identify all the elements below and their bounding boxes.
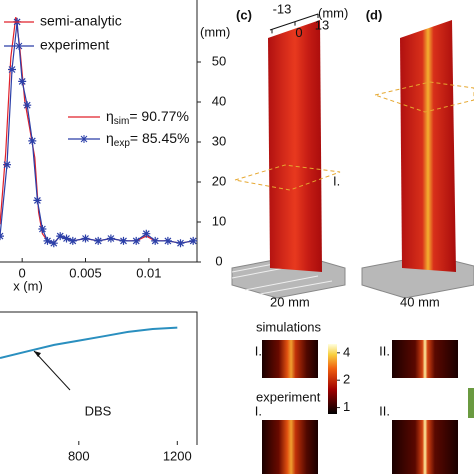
marker (62, 234, 71, 243)
legend-marker (80, 135, 88, 143)
arrow (33, 350, 71, 391)
legend-marker (15, 42, 23, 50)
symbol: η (106, 108, 114, 124)
x-tick-label: 0.005 (69, 265, 102, 280)
arrow-head (34, 351, 41, 357)
row-label: II. (379, 343, 390, 358)
unit-label: (mm) (200, 24, 230, 39)
marker (28, 136, 37, 145)
panel-label: (d) (366, 7, 383, 22)
y-tick-label: 40 (212, 93, 226, 108)
x-tick-label: 800 (68, 448, 90, 463)
heatmap (262, 340, 318, 378)
x-tick-label: 1200 (163, 448, 192, 463)
x-tick-label: 0.01 (136, 265, 161, 280)
marker (23, 101, 32, 110)
marker (119, 236, 128, 245)
y-tick-label: 20 (212, 173, 226, 188)
colorbar-tick-label: 4 (343, 344, 350, 359)
caption: 20 mm (270, 294, 310, 309)
section-title: experiment (256, 389, 321, 404)
marker (151, 236, 160, 245)
x-axis-label: x (m) (13, 278, 43, 293)
width-tick-label: -13 (273, 1, 292, 16)
marker (132, 236, 141, 245)
colorbar (328, 344, 337, 414)
marker (56, 232, 65, 241)
plot-frame (0, 311, 198, 445)
width-tick-label: 0 (295, 25, 302, 40)
marker (94, 236, 103, 245)
marker (38, 225, 47, 233)
legend-label: semi-analytic (40, 13, 122, 29)
base-ridges (231, 258, 333, 295)
heatmap (262, 420, 318, 474)
value: = 90.77% (129, 108, 189, 124)
subscript: exp (114, 138, 131, 149)
y-tick-label: 30 (212, 133, 226, 148)
colorbar-tick-label: 1 (343, 399, 350, 414)
value: = 85.45% (130, 130, 190, 146)
legend-label: experiment (40, 37, 109, 53)
marker (176, 239, 185, 248)
section-title: simulations (256, 319, 322, 334)
caption: 40 mm (400, 294, 440, 309)
unit-label: (mm) (318, 5, 348, 20)
marker (81, 234, 90, 243)
marker (0, 232, 4, 241)
panel-label: (c) (236, 7, 252, 22)
row-label: I. (255, 403, 262, 418)
colorbar-tick-label: 2 (343, 372, 350, 387)
marker (3, 160, 11, 169)
slice-box (234, 164, 341, 191)
marker (163, 236, 172, 245)
marker (189, 236, 198, 245)
heatmap (392, 340, 458, 378)
field-slice (268, 20, 322, 272)
efficiency-label: ηexp= 85.45% (106, 130, 189, 149)
symbol: η (106, 130, 114, 146)
width-tick-label: 13 (315, 17, 329, 32)
row-label: II. (379, 403, 390, 418)
marker (43, 236, 52, 245)
y-tick-label: 0 (215, 253, 222, 268)
width-axis (269, 13, 319, 31)
x-tick-label: 0 (19, 265, 26, 280)
row-label: I. (255, 343, 262, 358)
marker (18, 77, 27, 86)
slice-label: I. (333, 173, 340, 188)
subscript: sim (114, 116, 130, 127)
marker (142, 229, 151, 238)
efficiency-label: ηsim= 90.77% (106, 108, 189, 127)
marker (68, 236, 77, 245)
marker (106, 234, 115, 243)
marker (49, 239, 58, 248)
marker (8, 65, 16, 74)
marker (33, 196, 42, 205)
y-tick-label: 10 (212, 213, 226, 228)
y-tick-label: 50 (212, 53, 226, 68)
field-slice (400, 20, 456, 272)
heatmap (392, 420, 458, 474)
annotation: DBS (85, 403, 112, 418)
series-line (0, 326, 178, 359)
colorbar-fragment (468, 388, 474, 418)
